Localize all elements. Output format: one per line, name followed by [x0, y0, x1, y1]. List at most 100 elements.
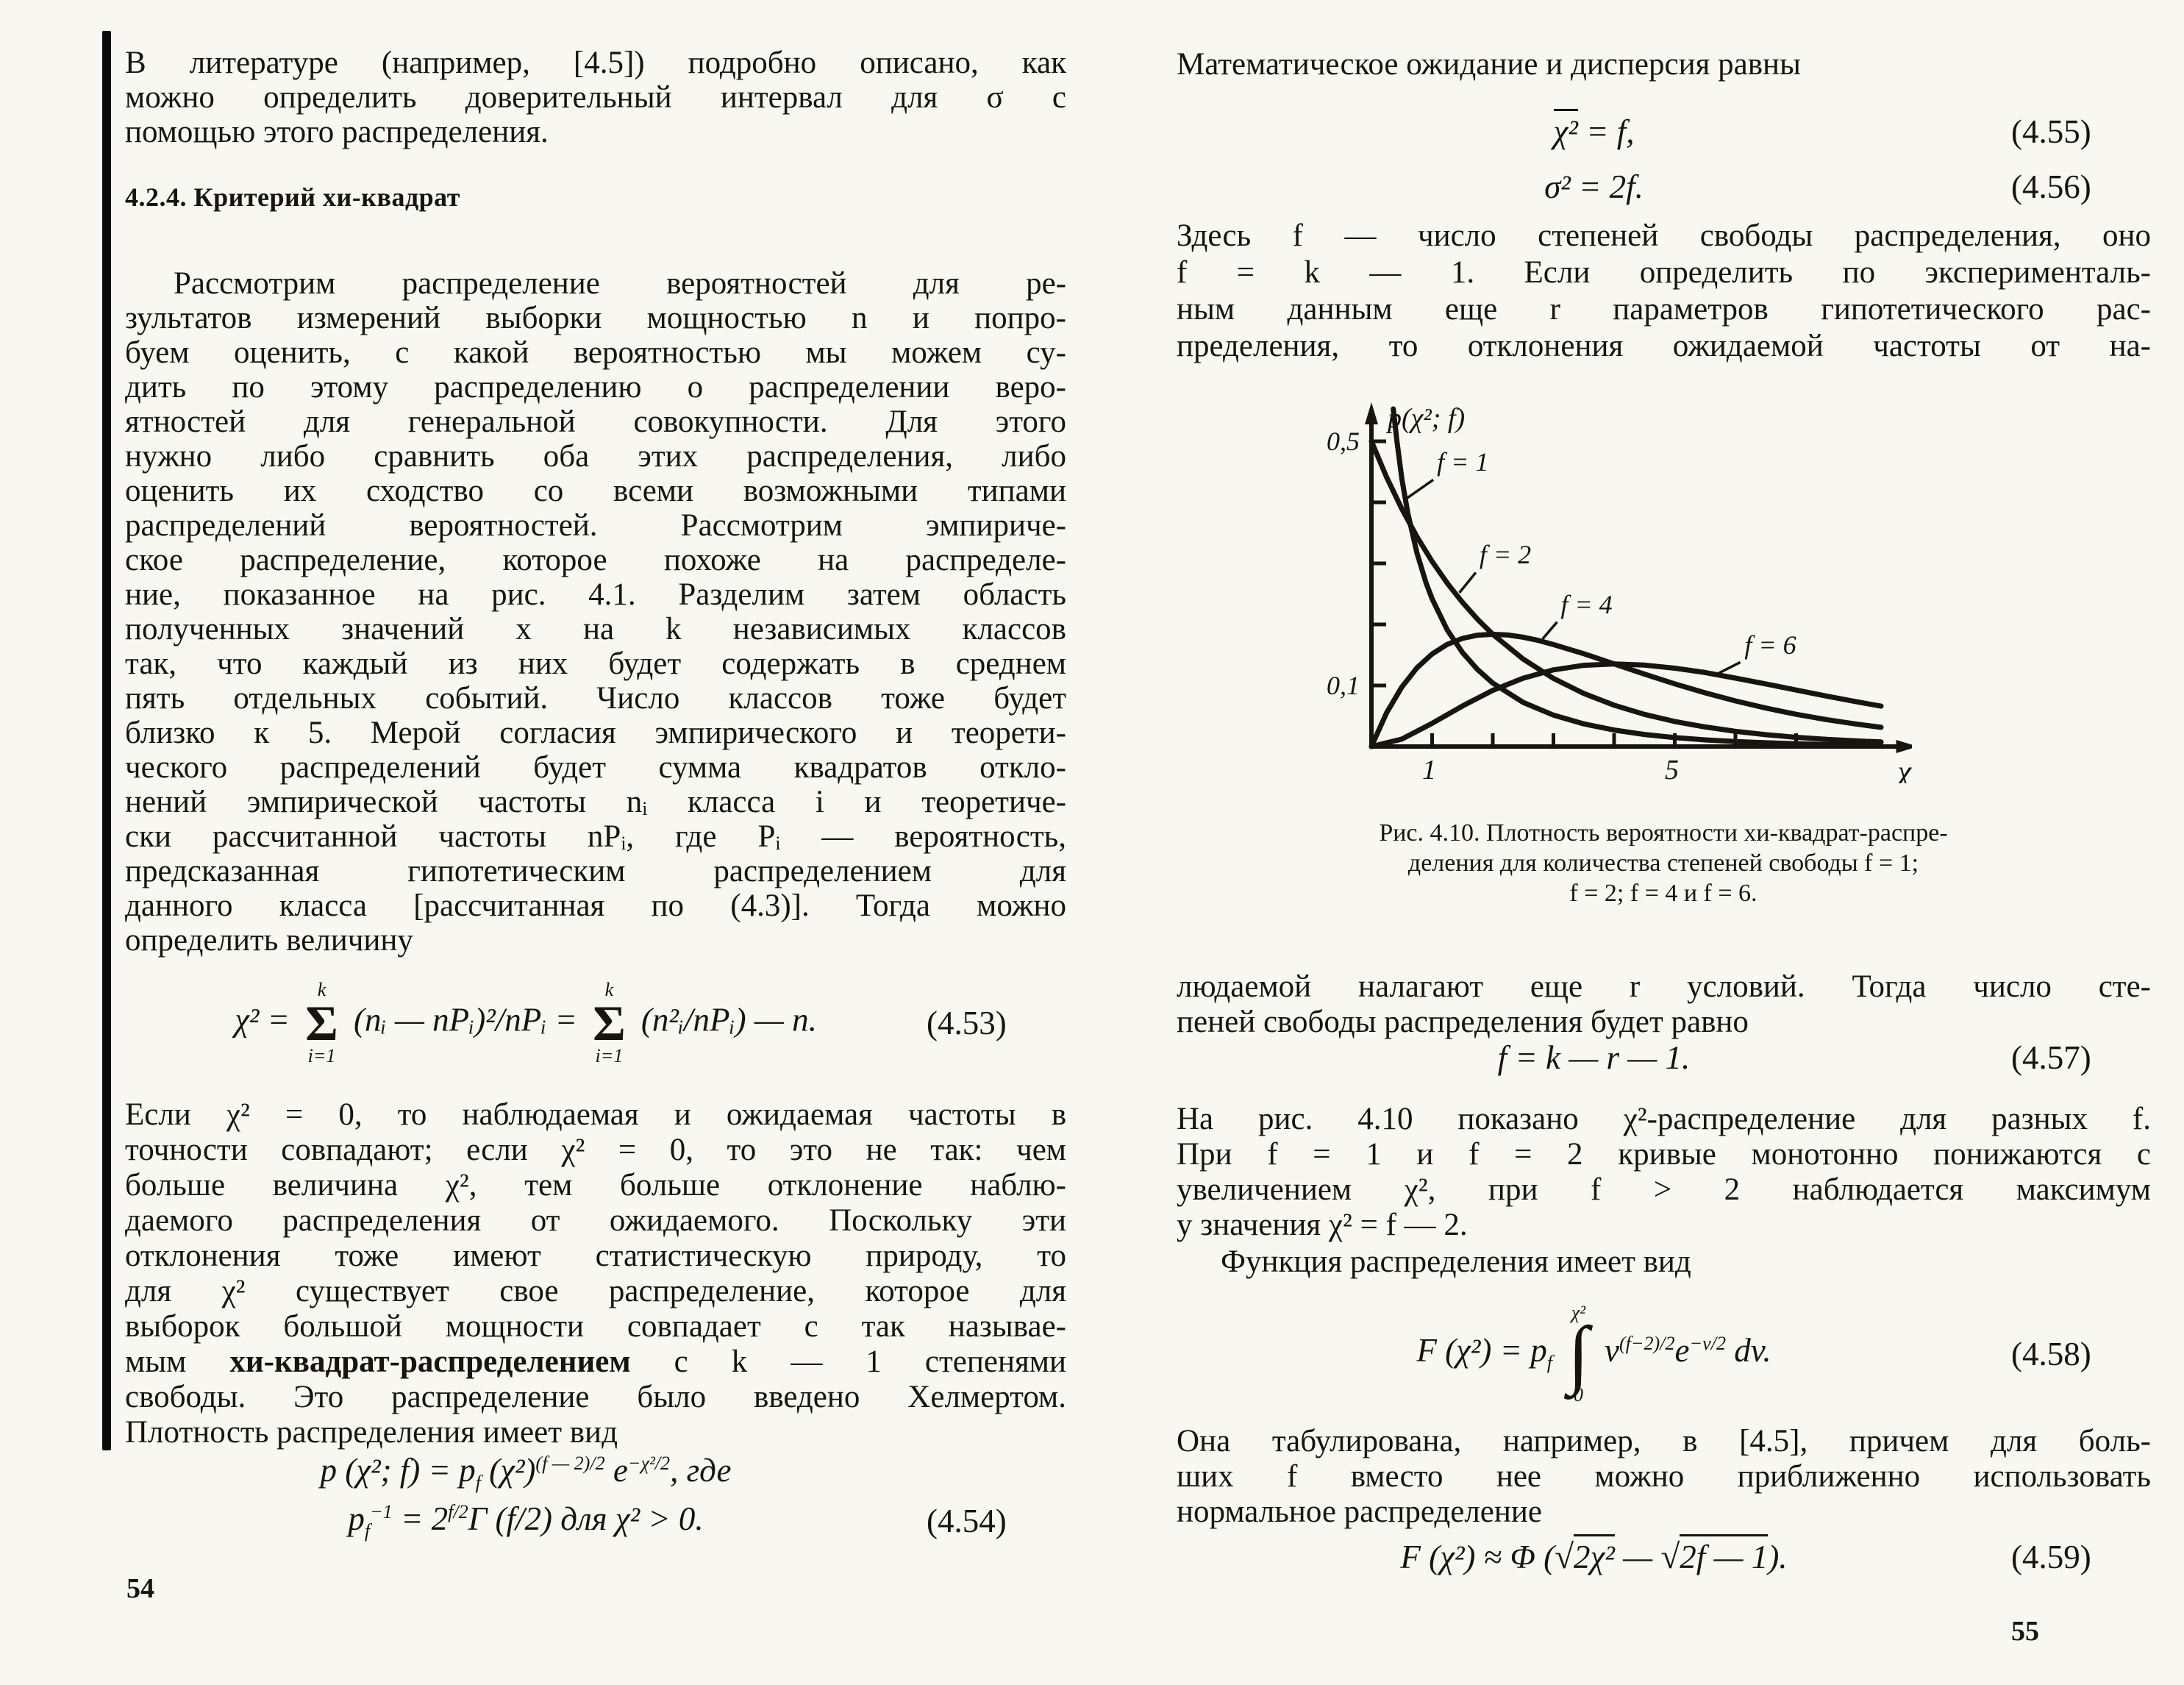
curve-label: f = 2: [1480, 540, 1531, 569]
text-line: близко к 5. Мерой согласия эмпирического…: [125, 716, 1066, 750]
text-line: При f = 1 и f = 2 кривые монотонно пониж…: [1177, 1137, 2151, 1172]
text-line: Плотность распределения имеет вид: [125, 1415, 618, 1450]
text-line: выборок большой мощности совпадает с так…: [125, 1309, 1066, 1344]
subscript: f: [475, 1472, 481, 1493]
formula-mid: (nᵢ — nPᵢ)²/nPᵢ =: [354, 1001, 577, 1039]
text-line: точности совпадают; если χ² = 0, то это …: [125, 1133, 1066, 1167]
x-axis-arrow: [1896, 740, 1912, 753]
text-segment: мым: [125, 1344, 230, 1379]
sigma-glyph: Σ: [305, 994, 338, 1051]
radicand: 2χ²: [1574, 1534, 1615, 1575]
formula-segment: e: [604, 1452, 628, 1489]
text-line: ское распределение, которое похоже на ра…: [125, 543, 1066, 577]
formula-segment: (χ²): [480, 1452, 536, 1489]
curve-label: f = 1: [1437, 447, 1488, 477]
paragraph-density-intro: свободы. Это распределение было введено …: [125, 1380, 1066, 1450]
formula-lhs: χ² =: [235, 1001, 290, 1039]
sum-upper-limit: k: [317, 978, 326, 1000]
y-axis-arrow: [1365, 402, 1378, 424]
text-line: ших f вместо нее можно приближенно испол…: [1177, 1459, 2151, 1494]
formula-segment: = 2: [392, 1500, 449, 1537]
text-line: Здесь f — число степеней свободы распред…: [1177, 218, 2151, 253]
text-line: увеличением χ², при f > 2 наблюдается ма…: [1177, 1172, 2151, 1207]
text-line: буем оценить, с какой вероятностью мы мо…: [125, 335, 1066, 370]
text-line: ятностей для генеральной совокупности. Д…: [125, 405, 1066, 439]
equation-4-54-line1: p (χ²; f) = pf (χ²)(f — 2)/2 e−χ²/2, где: [125, 1450, 1066, 1495]
text-line: ческого распределений будет сумма квадра…: [125, 750, 1066, 785]
exponent: −χ²/2: [627, 1453, 671, 1474]
text-line: пределения, то отклонения ожидаемой част…: [1177, 329, 2151, 363]
formula-segment: ).: [1768, 1539, 1788, 1575]
text-line: помощью этого распределения.: [125, 115, 549, 149]
formula-4-57: f = k — r — 1.: [1497, 1039, 1691, 1076]
equation-4-57: f = k — r — 1. (4.57): [1177, 1036, 2151, 1080]
text-line: ние, показанное на рис. 4.1. Разделим за…: [125, 577, 1066, 612]
sum-symbol: k Σ i=1: [593, 980, 625, 1066]
x-tick-label: 1: [1422, 755, 1436, 783]
formula-4-58: F (χ²) = pf χ² ∫ 0 v(f−2)/2e−v/2 dv.: [1177, 1303, 2011, 1404]
text-line: f = k — 1. Если определить по эксперимен…: [1177, 255, 2151, 290]
label-leader-line: [1541, 621, 1558, 641]
equation-4-54-line2: pf−1 = 2f/2Γ (f/2) для χ² > 0. (4.54): [125, 1499, 1066, 1543]
page-number-right: 55: [2011, 1616, 2039, 1647]
radicand: 2f — 1: [1680, 1534, 1769, 1575]
text-line: распределений вероятностей. Рассмотрим э…: [125, 508, 1066, 543]
paragraph-conditions: людаемой налагают еще r условий. Тогда ч…: [1177, 969, 2151, 1040]
formula-rhs: (n²ᵢ/nPᵢ) — n.: [640, 1001, 817, 1039]
formula-4-59: F (χ²) ≈ Φ (√2χ² — √2f — 1).: [1177, 1534, 2011, 1577]
formula-segment: p: [348, 1500, 365, 1537]
y-tick-label: 0,5: [1327, 427, 1360, 456]
formula-segment: e: [1674, 1332, 1690, 1369]
text-segment: с k — 1 степенями: [630, 1344, 1066, 1379]
paragraph-intro: В литературе (например, [4.5]) подробно …: [125, 46, 1066, 149]
paragraph-tabulated: Она табулирована, например, в [4.5], при…: [1177, 1424, 2151, 1530]
integral-symbol: χ² ∫ 0: [1568, 1303, 1589, 1404]
radical-glyph: √: [1555, 1538, 1574, 1576]
text-line: ски рассчитанной частоты nPᵢ, где Pᵢ — в…: [125, 819, 1066, 854]
curve-f=6: [1368, 661, 1884, 749]
integral-glyph: ∫: [1568, 1311, 1589, 1397]
formula-segment: = f,: [1577, 113, 1635, 150]
text-line-bold-term: мым хи-квадрат-распределением с k — 1 ст…: [125, 1344, 1066, 1380]
text-line: Рис. 4.10. Плотность вероятности хи-квад…: [1379, 819, 1948, 847]
text-line: В литературе (например, [4.5]) подробно …: [125, 46, 1066, 80]
label-leader-line: [1458, 571, 1477, 594]
page-number-left: 54: [126, 1573, 154, 1604]
paragraph-degrees-of-freedom: Здесь f — число степеней свободы распред…: [1177, 218, 2151, 365]
curve-f=1: [1391, 406, 1884, 748]
sigma-glyph: Σ: [593, 994, 626, 1051]
formula-segment: v: [1604, 1332, 1619, 1369]
figure-caption: Рис. 4.10. Плотность вероятности хи-квад…: [1237, 818, 2090, 908]
bold-term-chi-square-distribution: хи-квадрат-распределением: [229, 1344, 631, 1379]
subscript: f: [364, 1520, 371, 1542]
text-line: f = 2; f = 4 и f = 6.: [1569, 880, 1757, 907]
x-tick-label: 5: [1665, 755, 1679, 783]
scan-gutter-artifact: [102, 31, 111, 1450]
formula-segment: p (χ²; f) = p: [320, 1452, 476, 1489]
sum-symbol: k Σ i=1: [305, 980, 338, 1066]
equation-4-56: σ² = 2f. (4.56): [1177, 165, 2151, 209]
text-line: определить величину: [125, 923, 413, 958]
text-line: так, что каждый из них будет содержать в…: [125, 646, 1066, 681]
y-tick-label: 0,1: [1327, 671, 1360, 700]
text-line: данного класса [рассчитанная по (4.3)]. …: [125, 888, 1066, 923]
subscript: f: [1546, 1352, 1552, 1374]
equation-number: (4.57): [2011, 1039, 2091, 1076]
text-line: людаемой налагают еще r условий. Тогда ч…: [1177, 969, 2151, 1004]
equation-number: (4.56): [2011, 168, 2091, 205]
formula-4-54-line1: p (χ²; f) = pf (χ²)(f — 2)/2 e−χ²/2, где: [125, 1451, 927, 1494]
sum-lower-limit: i=1: [595, 1045, 624, 1067]
equation-4-58: F (χ²) = pf χ² ∫ 0 v(f−2)/2e−v/2 dv. (4.…: [1177, 1292, 2151, 1417]
label-leader-line: [1718, 660, 1741, 674]
text-line: предсказанная гипотетическим распределен…: [125, 854, 1066, 888]
text-line: пеней свободы распределения будет равно: [1177, 1005, 1749, 1039]
text-line: оценить их сходство со всеми возможными …: [125, 474, 1066, 508]
text-line: зультатов измерений выборки мощностью n …: [125, 301, 1066, 335]
equation-number: (4.58): [2011, 1336, 2091, 1372]
exponent: (f−2)/2: [1619, 1333, 1675, 1355]
text-line: Она табулирована, например, в [4.5], при…: [1177, 1424, 2151, 1458]
curve-label: f = 4: [1560, 590, 1612, 619]
paragraph-chi-square-meaning: Если χ² = 0, то наблюдаемая и ожидаемая …: [125, 1097, 1066, 1344]
formula-4-54-line2: pf−1 = 2f/2Γ (f/2) для χ² > 0.: [125, 1500, 927, 1542]
